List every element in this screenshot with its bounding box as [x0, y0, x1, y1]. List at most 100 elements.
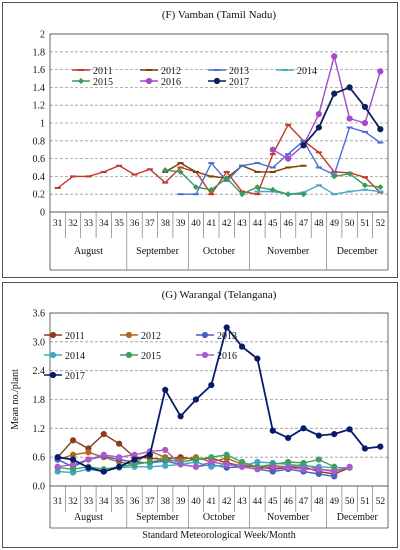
- data-point: [131, 456, 138, 463]
- chart-title: (F) Vamban (Tamil Nadu): [162, 9, 277, 21]
- data-point: [116, 463, 123, 470]
- data-point: [331, 431, 338, 438]
- x-tick-label: 47: [299, 219, 309, 229]
- x-tick-label: 39: [176, 497, 186, 507]
- x-tick-label: 43: [237, 497, 247, 507]
- data-point: [331, 468, 338, 475]
- series-2017: [300, 84, 384, 149]
- legend-item: 2014: [276, 66, 317, 77]
- legend-swatch-marker: [49, 351, 57, 359]
- data-point: [116, 440, 123, 447]
- data-point: [377, 68, 384, 75]
- data-point: [223, 324, 230, 331]
- panel-vamban-frame: [2, 2, 398, 278]
- legend-swatch-marker: [213, 77, 221, 85]
- data-point: [315, 456, 322, 463]
- x-tick-label: 37: [145, 497, 155, 507]
- legend-label: 2017: [65, 371, 85, 382]
- data-point: [315, 124, 322, 131]
- y-tick-label: 1.6: [33, 65, 46, 76]
- month-label: August: [74, 246, 103, 257]
- y-tick-label: 1.4: [33, 83, 46, 94]
- data-point: [331, 90, 338, 97]
- x-tick-label: 50: [345, 219, 355, 229]
- x-tick-label: 51: [360, 219, 370, 229]
- data-point: [377, 443, 384, 450]
- data-point: [377, 126, 384, 133]
- data-point: [69, 456, 77, 463]
- data-point: [361, 445, 369, 452]
- legend-item: 2016: [140, 77, 181, 88]
- y-tick-label: 0.6: [33, 453, 46, 464]
- x-tick-label: 51: [360, 497, 370, 507]
- legend-label: 2012: [161, 66, 181, 77]
- data-point: [300, 142, 307, 149]
- data-point: [300, 425, 307, 432]
- data-point: [85, 464, 92, 471]
- data-point: [146, 458, 153, 466]
- data-point: [377, 184, 384, 191]
- x-tick-label: 33: [84, 219, 94, 229]
- legend-swatch-marker: [125, 331, 133, 339]
- series-line: [180, 126, 381, 195]
- legend-swatch-marker: [201, 331, 209, 339]
- data-point: [162, 386, 169, 393]
- legend-label: 2013: [229, 66, 249, 77]
- legend-item: 2016: [196, 351, 237, 362]
- data-point: [269, 186, 276, 193]
- legend-item: 2013: [196, 331, 237, 342]
- series-2017: [54, 324, 384, 475]
- data-point: [192, 456, 200, 463]
- data-point: [269, 427, 276, 434]
- data-point: [331, 173, 338, 180]
- legend-label: 2011: [93, 66, 113, 77]
- x-tick-label: 40: [191, 497, 201, 507]
- data-point: [192, 396, 200, 403]
- y-tick-label: 1.2: [33, 101, 46, 112]
- data-point: [162, 167, 169, 174]
- y-tick-label: 0.6: [33, 154, 46, 165]
- data-point: [116, 454, 123, 461]
- data-point: [208, 381, 215, 389]
- month-label: September: [136, 512, 179, 523]
- data-point: [54, 454, 61, 461]
- legend-item: 2015: [120, 351, 161, 362]
- legend-swatch-marker: [201, 351, 209, 359]
- data-point: [177, 413, 184, 420]
- x-tick-label: 36: [130, 219, 140, 229]
- month-label: August: [74, 512, 103, 523]
- x-tick-label: 34: [99, 219, 109, 229]
- data-point: [85, 456, 92, 463]
- data-point: [208, 186, 215, 193]
- x-tick-label: 49: [329, 497, 339, 507]
- data-point: [285, 191, 292, 198]
- legend-label: 2017: [229, 77, 249, 88]
- data-point: [162, 462, 169, 469]
- month-label: November: [267, 512, 310, 523]
- data-point: [100, 431, 107, 438]
- data-point: [285, 458, 292, 466]
- data-point: [192, 184, 199, 191]
- data-point: [361, 103, 369, 111]
- legend-item: 2017: [44, 371, 85, 382]
- data-point: [223, 175, 230, 182]
- x-tick-label: 41: [207, 219, 217, 229]
- y-tick-label: 0.4: [33, 172, 46, 183]
- legend-label: 2016: [161, 77, 181, 88]
- x-tick-label: 42: [222, 497, 232, 507]
- x-tick-label: 31: [53, 497, 63, 507]
- legend-label: 2012: [141, 331, 161, 342]
- data-point: [208, 458, 215, 466]
- y-tick-label: 1: [40, 119, 45, 130]
- x-tick-label: 41: [207, 497, 217, 507]
- y-tick-label: 1.8: [33, 47, 46, 58]
- data-point: [223, 451, 230, 458]
- x-tick-label: 46: [283, 497, 293, 507]
- month-label: December: [337, 246, 379, 257]
- data-point: [146, 451, 153, 458]
- x-tick-label: 42: [222, 219, 232, 229]
- x-tick-label: 36: [130, 497, 140, 507]
- legend-swatch-marker: [49, 331, 57, 339]
- legend-item: 2014: [44, 351, 85, 362]
